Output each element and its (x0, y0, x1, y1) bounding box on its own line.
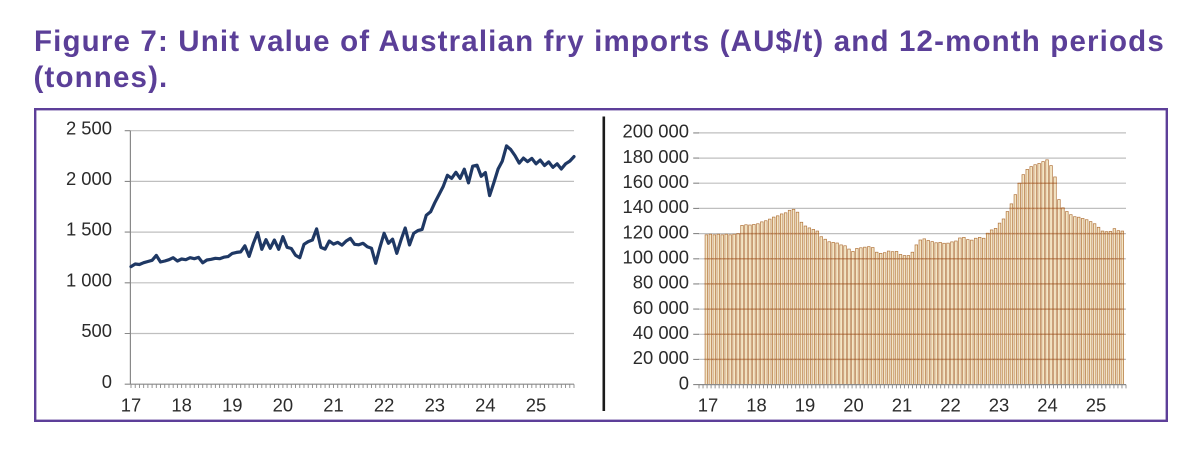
svg-text:17: 17 (698, 395, 718, 416)
svg-text:19: 19 (222, 395, 242, 416)
svg-text:80 000: 80 000 (633, 272, 689, 293)
svg-text:100 000: 100 000 (623, 247, 689, 268)
svg-text:20: 20 (843, 395, 863, 416)
svg-text:24: 24 (1037, 395, 1057, 416)
svg-text:23: 23 (425, 395, 445, 416)
svg-text:19: 19 (795, 395, 815, 416)
svg-text:1 000: 1 000 (66, 269, 112, 290)
svg-text:120 000: 120 000 (623, 221, 689, 242)
svg-text:(tonnes).: (tonnes). (34, 61, 169, 94)
svg-text:21: 21 (892, 395, 912, 416)
svg-text:22: 22 (940, 395, 960, 416)
svg-text:1 500: 1 500 (66, 219, 112, 240)
svg-text:500: 500 (81, 320, 112, 341)
svg-text:21: 21 (323, 395, 343, 416)
svg-text:17: 17 (121, 395, 141, 416)
svg-text:2 000: 2 000 (66, 168, 112, 189)
svg-text:25: 25 (1086, 395, 1106, 416)
svg-text:20: 20 (273, 395, 293, 416)
svg-text:18: 18 (746, 395, 766, 416)
svg-text:180 000: 180 000 (623, 146, 689, 167)
svg-text:0: 0 (679, 372, 689, 393)
svg-text:2 500: 2 500 (66, 117, 112, 138)
svg-text:18: 18 (171, 395, 191, 416)
svg-text:23: 23 (989, 395, 1009, 416)
svg-text:40 000: 40 000 (633, 322, 689, 343)
svg-text:60 000: 60 000 (633, 297, 689, 318)
svg-text:140 000: 140 000 (623, 196, 689, 217)
svg-text:200 000: 200 000 (623, 121, 689, 142)
svg-text:160 000: 160 000 (623, 171, 689, 192)
svg-text:22: 22 (374, 395, 394, 416)
svg-text:Figure 7: Unit value of Austra: Figure 7: Unit value of Australian fry i… (34, 25, 1165, 58)
svg-text:0: 0 (102, 371, 112, 392)
svg-text:20 000: 20 000 (633, 347, 689, 368)
svg-text:25: 25 (526, 395, 546, 416)
svg-text:24: 24 (475, 395, 495, 416)
